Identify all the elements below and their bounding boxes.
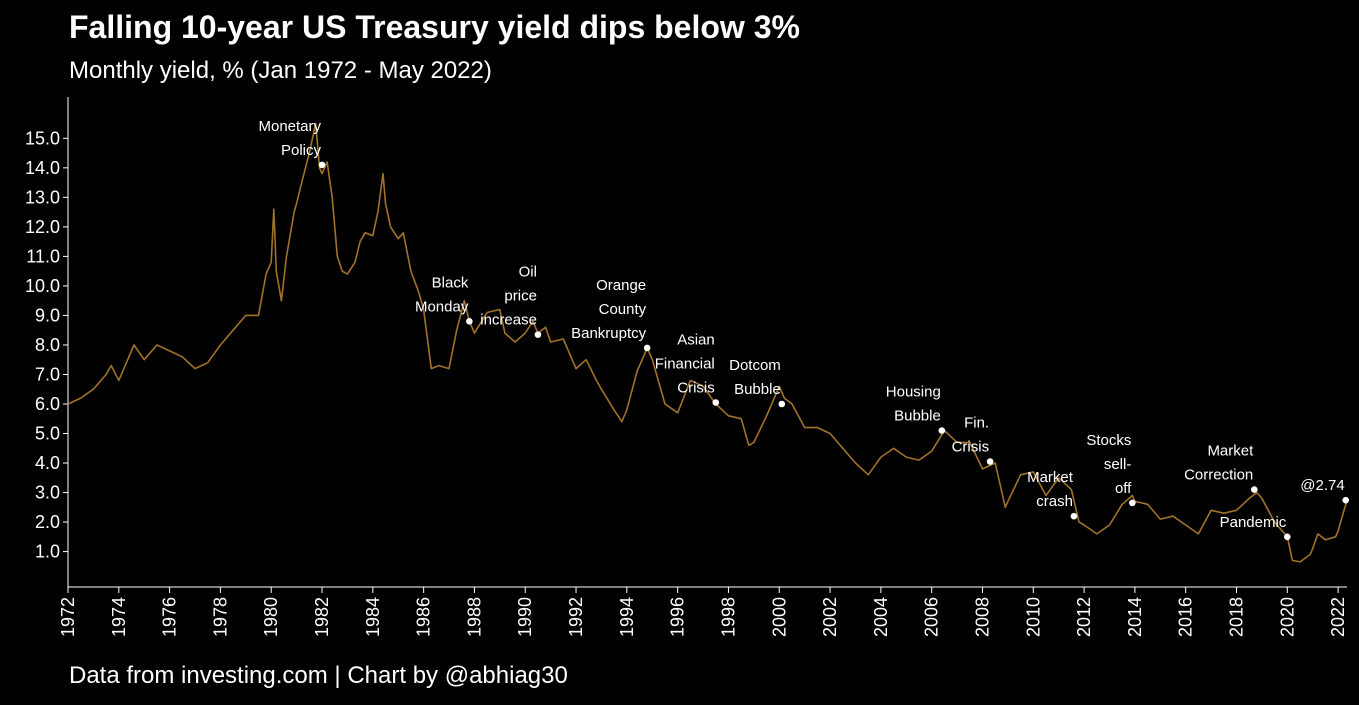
event-marker	[643, 344, 651, 352]
event-label: @2.74	[1300, 477, 1344, 494]
event-marker	[1070, 512, 1078, 520]
event-label: Fin.	[964, 415, 989, 432]
event-label: crash	[1036, 493, 1073, 510]
x-tick-label: 1974	[109, 597, 129, 637]
x-tick-label: 2010	[1023, 597, 1043, 637]
axes: 1.0 2.0 3.0 4.0 5.0 6.0 7.0 8.0 9.0 10.0 11.0 12.0 1…	[25, 97, 1348, 637]
event-label: Monetary	[258, 118, 321, 135]
source-caption: Data from investing.com | Chart by @abhi…	[69, 662, 568, 689]
y-tick-label: 6.0	[35, 394, 60, 414]
x-tick-label: 2022	[1328, 597, 1348, 637]
y-tick-label: 4.0	[35, 453, 60, 473]
y-tick-label: 13.0	[25, 187, 60, 207]
x-tick-label: 1994	[617, 597, 637, 637]
event-label: Black	[432, 274, 469, 291]
y-tick-label: 5.0	[35, 424, 60, 444]
x-tick-label: 2002	[820, 597, 840, 637]
event-label: Crisis	[677, 380, 715, 397]
x-tick-label: 1972	[58, 597, 78, 637]
x-tick-label: 1986	[414, 597, 434, 637]
y-tick-label: 15.0	[25, 128, 60, 148]
event-marker	[778, 400, 786, 408]
x-tick-label: 2008	[972, 597, 992, 637]
event-marker	[1342, 496, 1350, 504]
x-tick-label: 2012	[1074, 597, 1094, 637]
event-label: price	[504, 288, 537, 305]
y-tick-label: 7.0	[35, 364, 60, 384]
x-tick-label: 1976	[160, 597, 180, 637]
event-label: increase	[480, 312, 537, 329]
event-label: Bankruptcy	[571, 325, 647, 342]
y-tick-label: 10.0	[25, 276, 60, 296]
event-marker	[986, 458, 994, 465]
x-tick-label: 2000	[769, 597, 789, 637]
series-layer	[67, 122, 1348, 563]
x-tick-label: 1992	[566, 597, 586, 637]
y-tick-label: 1.0	[35, 542, 60, 562]
event-label: Dotcom	[729, 357, 781, 374]
x-tick-label: 1990	[515, 597, 535, 637]
x-tick-label: 1998	[718, 597, 738, 637]
event-label: Orange	[596, 277, 646, 294]
event-label: sell-	[1104, 456, 1132, 473]
x-tick-label: 2016	[1176, 597, 1196, 637]
x-tick-label: 2006	[922, 597, 942, 637]
chart-title: Falling 10-year US Treasury yield dips b…	[69, 9, 800, 45]
event-marker	[1129, 499, 1136, 507]
event-label: Oil	[519, 264, 537, 281]
y-tick-label: 8.0	[35, 335, 60, 355]
event-label: Correction	[1184, 467, 1253, 484]
event-marker	[534, 331, 542, 338]
event-marker	[1284, 533, 1291, 541]
x-tick-label: 1988	[464, 597, 484, 637]
event-marker	[712, 399, 720, 406]
event-label: Financial	[655, 356, 715, 373]
event-marker	[938, 427, 946, 434]
x-tick-label: 2014	[1125, 597, 1145, 637]
event-label: Market	[1207, 443, 1254, 460]
x-tick-label: 2020	[1277, 597, 1297, 637]
annotation-layer: Monetary Policy Black Monday Oil price increas…	[258, 118, 1350, 541]
event-label: Crisis	[952, 439, 990, 456]
event-label: Monday	[415, 298, 469, 315]
y-tick-label: 11.0	[26, 246, 60, 266]
y-tick-label: 2.0	[35, 512, 60, 532]
event-label: Bubble	[734, 381, 781, 398]
event-label: Bubble	[894, 408, 941, 425]
x-tick-label: 2004	[871, 597, 891, 637]
y-tick-label: 12.0	[25, 217, 60, 237]
y-tick-label: 14.0	[25, 158, 60, 178]
event-marker	[466, 318, 473, 325]
event-marker	[1250, 486, 1258, 493]
y-tick-label: 9.0	[35, 305, 60, 325]
event-label: Pandemic	[1220, 514, 1287, 531]
x-tick-label: 1980	[261, 597, 281, 637]
x-tick-label: 2018	[1227, 597, 1247, 637]
y-tick-label: 3.0	[35, 483, 60, 503]
event-label: Market	[1027, 469, 1074, 486]
event-marker	[318, 161, 326, 169]
x-tick-label: 1984	[363, 597, 383, 637]
event-label: Policy	[281, 142, 322, 159]
yield-series-line	[67, 122, 1348, 563]
event-label: Housing	[886, 384, 941, 401]
x-tick-label: 1982	[312, 597, 332, 637]
x-tick-label: 1996	[668, 597, 688, 637]
x-tick-label: 1978	[210, 597, 230, 637]
event-label: Stocks	[1086, 432, 1131, 449]
event-label: off	[1115, 480, 1132, 497]
chart-subtitle: Monthly yield, % (Jan 1972 - May 2022)	[69, 57, 492, 84]
event-label: Asian	[677, 332, 715, 349]
event-label: County	[599, 301, 647, 318]
